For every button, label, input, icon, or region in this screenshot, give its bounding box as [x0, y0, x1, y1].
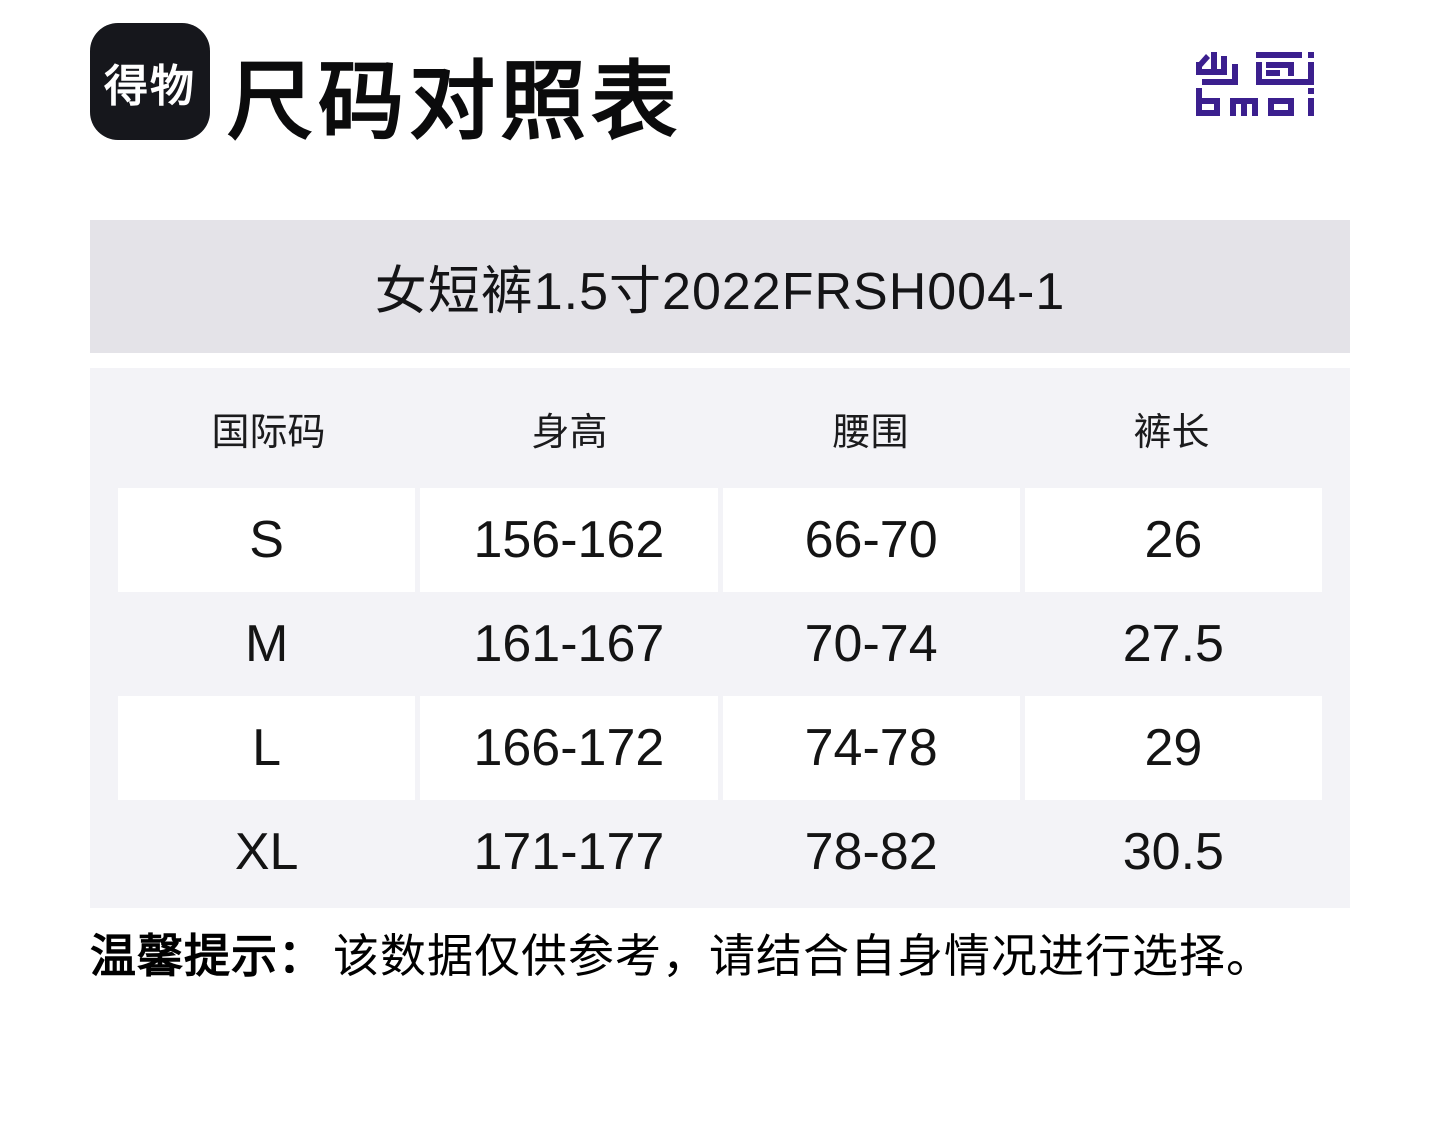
cell-length: 30.5 [1122, 823, 1224, 881]
bmai-brand-logo-icon [1196, 52, 1314, 116]
cell-waist: 66-70 [722, 488, 1020, 592]
cell-height: 161-167 [473, 615, 665, 673]
cell-length: 29 [1024, 696, 1322, 800]
cell-waist: 78-82 [804, 823, 938, 881]
cell-height: 171-177 [473, 823, 665, 881]
size-table-header-row: 国际码 身高 腰围 裤长 [90, 368, 1350, 488]
dewu-logo-text: 得物 [104, 61, 196, 111]
cell-size: S [118, 488, 416, 592]
column-header-waist: 腰围 [832, 411, 909, 454]
cell-size: L [118, 696, 416, 800]
column-header-intl-size: 国际码 [211, 411, 326, 454]
column-header-pants-length: 裤长 [1133, 411, 1210, 454]
cell-height: 156-162 [420, 488, 718, 592]
cell-waist: 74-78 [722, 696, 1020, 800]
table-row-m: M 161-167 70-74 27.5 [118, 592, 1322, 696]
product-name-banner: 女短裤1.5寸2022FRSH004-1 [90, 220, 1350, 353]
cell-height: 166-172 [420, 696, 718, 800]
bmai-logo-shapes [1196, 52, 1314, 116]
table-row-l: L 166-172 74-78 29 [118, 696, 1322, 800]
cell-size: XL [234, 823, 299, 881]
cell-size: M [244, 615, 289, 673]
note-label: 温馨提示： [90, 930, 325, 982]
size-table-body: S 156-162 66-70 26 M 161-167 70-74 27.5 … [90, 488, 1350, 904]
product-name: 女短裤1.5寸2022FRSH004-1 [374, 263, 1066, 321]
cell-length: 27.5 [1122, 615, 1224, 673]
size-table: 国际码 身高 腰围 裤长 S 156-162 66-70 26 M 161-16… [90, 368, 1350, 908]
column-header-height: 身高 [531, 411, 608, 454]
table-row-s: S 156-162 66-70 26 [118, 488, 1322, 592]
page-title: 尺码对照表 [227, 54, 682, 150]
note-text: 该数据仅供参考，请结合自身情况进行选择。 [333, 930, 1273, 982]
disclaimer-note: 温馨提示： 该数据仅供参考，请结合自身情况进行选择。 [90, 926, 1273, 986]
cell-length: 26 [1024, 488, 1322, 592]
cell-waist: 70-74 [804, 615, 938, 673]
dewu-logo: 得物 [90, 23, 210, 140]
table-row-xl: XL 171-177 78-82 30.5 [118, 800, 1322, 904]
